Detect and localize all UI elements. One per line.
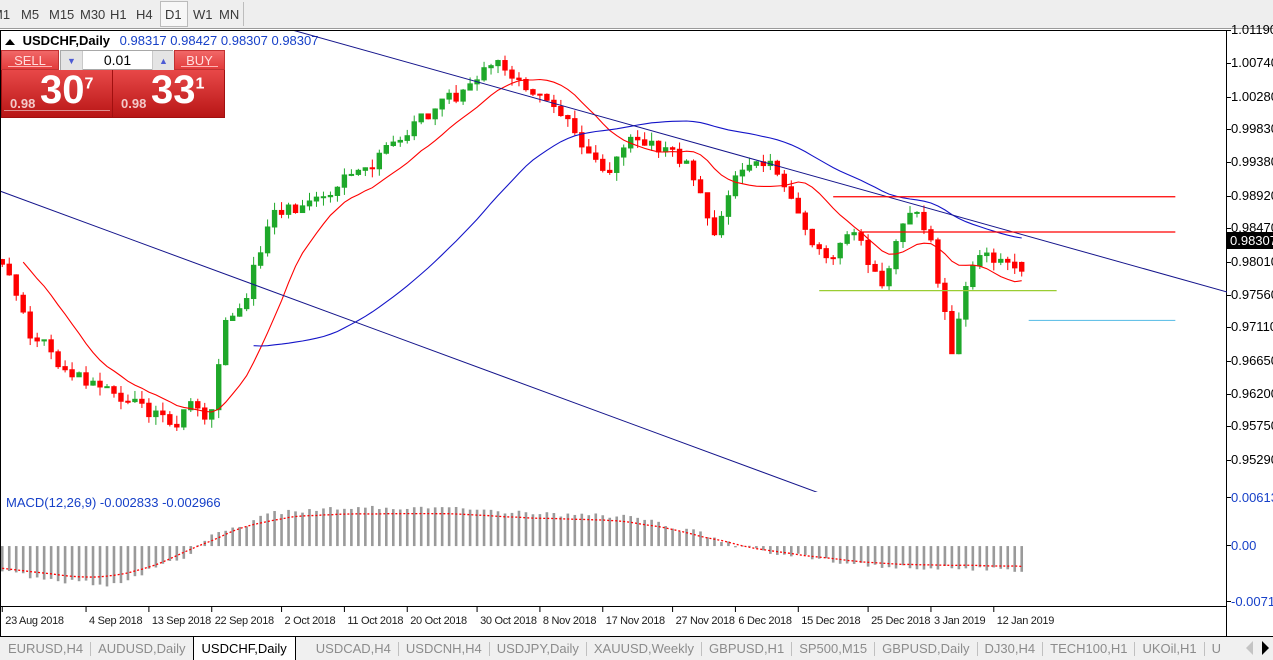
svg-text:3 Jan 2019: 3 Jan 2019 (934, 615, 986, 627)
svg-text:15 Dec 2018: 15 Dec 2018 (801, 615, 860, 627)
svg-text:27 Nov 2018: 27 Nov 2018 (676, 615, 735, 627)
svg-text:25 Dec 2018: 25 Dec 2018 (871, 615, 930, 627)
svg-text:13 Sep 2018: 13 Sep 2018 (152, 615, 211, 627)
svg-text:22 Sep 2018: 22 Sep 2018 (215, 615, 274, 627)
svg-text:8 Nov 2018: 8 Nov 2018 (543, 615, 596, 627)
svg-text:23 Aug 2018: 23 Aug 2018 (5, 615, 64, 627)
svg-text:17 Nov 2018: 17 Nov 2018 (606, 615, 665, 627)
svg-text:20 Oct 2018: 20 Oct 2018 (410, 615, 467, 627)
svg-text:12 Jan 2019: 12 Jan 2019 (997, 615, 1054, 627)
svg-text:30 Oct 2018: 30 Oct 2018 (480, 615, 537, 627)
svg-text:2 Oct 2018: 2 Oct 2018 (285, 615, 336, 627)
svg-text:11 Oct 2018: 11 Oct 2018 (347, 615, 403, 627)
svg-text:4 Sep 2018: 4 Sep 2018 (89, 615, 142, 627)
svg-text:6 Dec 2018: 6 Dec 2018 (738, 615, 791, 627)
